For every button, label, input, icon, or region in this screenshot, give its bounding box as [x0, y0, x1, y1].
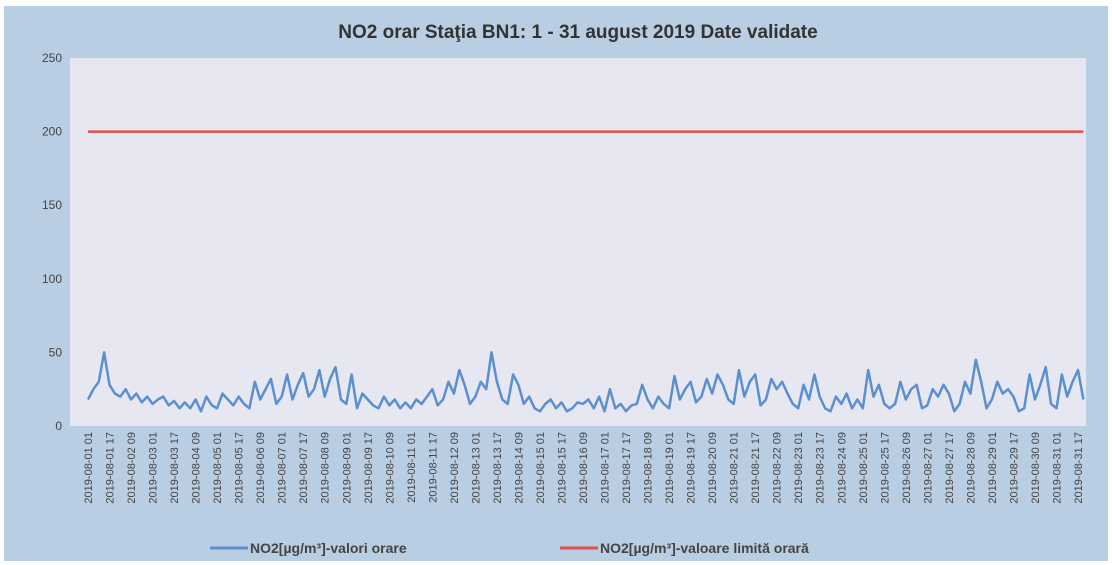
x-tick-label: 2019-08-13 01	[470, 432, 482, 504]
y-tick-label: 200	[42, 125, 62, 139]
x-tick-label: 2019-08-20 09	[707, 432, 719, 504]
x-tick-label: 2019-08-11 01	[406, 432, 418, 503]
x-tick-label: 2019-08-23 01	[793, 432, 805, 504]
y-tick-label: 50	[49, 345, 63, 359]
x-tick-label: 2019-08-09 01	[341, 432, 353, 504]
x-tick-label: 2019-08-16 09	[578, 432, 590, 504]
x-tick-label: 2019-08-23 17	[815, 432, 827, 504]
x-tick-label: 2019-08-31 17	[1073, 432, 1085, 504]
x-tick-label: 2019-08-18 09	[643, 432, 655, 504]
x-tick-label: 2019-08-17 17	[621, 432, 633, 504]
x-tick-label: 2019-08-27 17	[944, 432, 956, 504]
x-tick-label: 2019-08-11 17	[427, 432, 439, 503]
x-tick-label: 2019-08-08 09	[320, 432, 332, 504]
x-tick-label: 2019-08-07 01	[277, 432, 289, 504]
x-tick-label: 2019-08-01 17	[105, 432, 117, 504]
y-tick-label: 150	[42, 198, 62, 212]
x-tick-label: 2019-08-25 01	[858, 432, 870, 504]
x-tick-label: 2019-08-29 01	[987, 432, 999, 504]
x-tick-label: 2019-08-30 09	[1030, 432, 1042, 504]
legend-label: NO2[µg/m³]-valori orare	[250, 540, 407, 556]
x-tick-label: 2019-08-21 17	[750, 432, 762, 504]
x-tick-label: 2019-08-10 09	[384, 432, 396, 504]
x-tick-label: 2019-08-04 09	[191, 432, 203, 504]
x-tick-label: 2019-08-13 17	[492, 432, 504, 504]
x-tick-label: 2019-08-22 09	[772, 432, 784, 504]
x-tick-label: 2019-08-02 09	[126, 432, 138, 504]
x-tick-label: 2019-08-31 01	[1051, 432, 1063, 504]
y-tick-label: 250	[42, 51, 62, 65]
x-tick-label: 2019-08-21 01	[729, 432, 741, 504]
x-tick-label: 2019-08-19 01	[664, 432, 676, 504]
x-tick-label: 2019-08-24 09	[836, 432, 848, 504]
legend-label: NO2[µg/m³]-valoare limită orară	[600, 540, 809, 556]
x-tick-label: 2019-08-03 01	[148, 432, 160, 504]
x-tick-label: 2019-08-29 17	[1008, 432, 1020, 504]
x-tick-label: 2019-08-25 17	[879, 432, 891, 504]
y-tick-label: 100	[42, 272, 62, 286]
series-line	[86, 351, 1085, 413]
x-tick-label: 2019-08-26 09	[901, 432, 913, 504]
chart-title: NO2 orar Staţia BN1: 1 - 31 august 2019 …	[338, 22, 817, 43]
x-tick-label: 2019-08-01 01	[83, 432, 95, 504]
x-tick-label: 2019-08-19 17	[686, 432, 698, 504]
x-tick-label: 2019-08-28 09	[965, 432, 977, 504]
x-tick-label: 2019-08-03 17	[169, 432, 181, 504]
x-tick-label: 2019-08-07 17	[298, 432, 310, 504]
y-tick-label: 0	[55, 419, 62, 433]
plot-area	[70, 58, 1086, 426]
x-tick-label: 2019-08-05 17	[234, 432, 246, 504]
x-tick-label: 2019-08-05 01	[212, 432, 224, 504]
x-tick-label: 2019-08-27 01	[922, 432, 934, 504]
x-tick-label: 2019-08-15 01	[535, 432, 547, 504]
x-tick-label: 2019-08-12 09	[449, 432, 461, 504]
x-tick-label: 2019-08-17 01	[600, 432, 612, 504]
x-tick-label: 2019-08-15 17	[556, 432, 568, 504]
x-tick-label: 2019-08-06 09	[255, 432, 267, 504]
x-tick-label: 2019-08-09 17	[363, 432, 375, 504]
x-tick-label: 2019-08-14 09	[513, 432, 525, 504]
